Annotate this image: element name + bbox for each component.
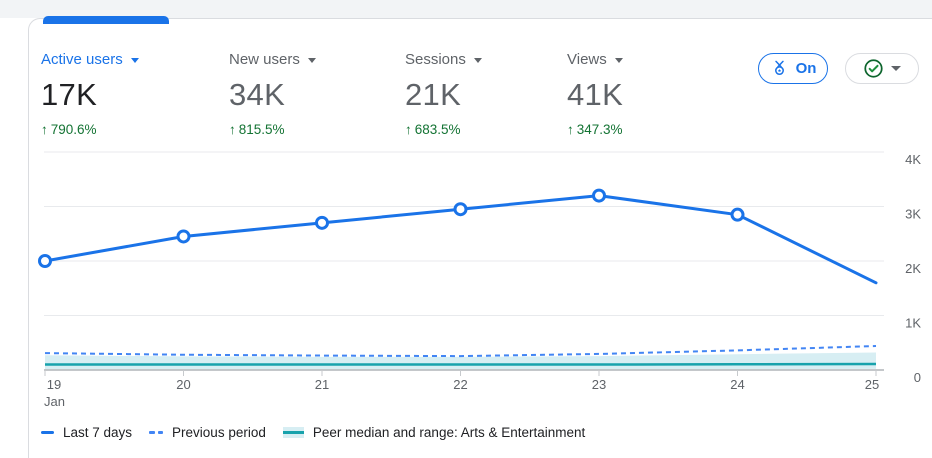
band-swatch [282, 427, 304, 438]
metric-change: ↑ 347.3% [567, 122, 623, 137]
metric-label: New users [229, 51, 300, 68]
metric-change: ↑ 790.6% [41, 122, 139, 137]
benchmarking-state-label: On [795, 60, 817, 77]
solid-line-swatch [41, 430, 54, 435]
metric-label: Active users [41, 51, 123, 68]
metric-change-value: 815.5% [238, 122, 285, 137]
metric-value: 21K [405, 77, 462, 112]
legend-item-last-7-days: Last 7 days [41, 425, 132, 440]
metric-selector[interactable]: Views [567, 51, 623, 68]
metric-views[interactable]: Views 41K ↑ 347.3% [567, 51, 623, 137]
metric-value: 41K [567, 77, 624, 112]
dashed-line-swatch [149, 430, 164, 435]
metric-change-value: 683.5% [414, 122, 461, 137]
metric-label: Sessions [405, 51, 466, 68]
chevron-down-icon [473, 58, 482, 63]
metric-change-value: 347.3% [576, 122, 623, 137]
metric-selector[interactable]: Active users [41, 51, 139, 68]
legend-label: Last 7 days [63, 425, 133, 440]
metric-change-value: 790.6% [50, 122, 97, 137]
up-arrow-icon: ↑ [229, 122, 236, 137]
check-circle-icon [864, 59, 883, 78]
legend-item-peer-median: Peer median and range: Arts & Entertainm… [282, 425, 586, 440]
benchmarking-toggle-button[interactable]: On [758, 53, 828, 84]
metric-change: ↑ 815.5% [229, 122, 316, 137]
up-arrow-icon: ↑ [405, 122, 412, 137]
metric-sessions[interactable]: Sessions 21K ↑ 683.5% [405, 51, 482, 137]
metric-value: 34K [229, 77, 286, 112]
metric-active-users[interactable]: Active users 17K ↑ 790.6% [41, 51, 139, 137]
up-arrow-icon: ↑ [41, 122, 48, 137]
legend-label: Previous period [172, 425, 266, 440]
metric-selector[interactable]: Sessions [405, 51, 482, 68]
medal-icon [774, 60, 784, 76]
status-dropdown-button[interactable] [845, 53, 919, 84]
metric-value: 17K [41, 77, 98, 112]
chevron-down-icon [614, 58, 623, 63]
reports-snapshot-card: Active users 17K ↑ 790.6% New users 34K … [28, 16, 932, 458]
active-tab-indicator [43, 16, 169, 24]
legend-item-previous-period: Previous period [149, 425, 266, 440]
up-arrow-icon: ↑ [567, 122, 574, 137]
metric-change: ↑ 683.5% [405, 122, 482, 137]
metric-new-users[interactable]: New users 34K ↑ 815.5% [229, 51, 316, 137]
metric-selector[interactable]: New users [229, 51, 316, 68]
chevron-down-icon [891, 66, 901, 71]
legend-label: Peer median and range: Arts & Entertainm… [312, 425, 586, 440]
chevron-down-icon [307, 58, 316, 63]
metric-label: Views [567, 51, 607, 68]
chevron-down-icon [130, 58, 139, 63]
chart-legend: Last 7 days Previous period Peer median … [41, 425, 585, 440]
page-background-strip [0, 0, 932, 18]
